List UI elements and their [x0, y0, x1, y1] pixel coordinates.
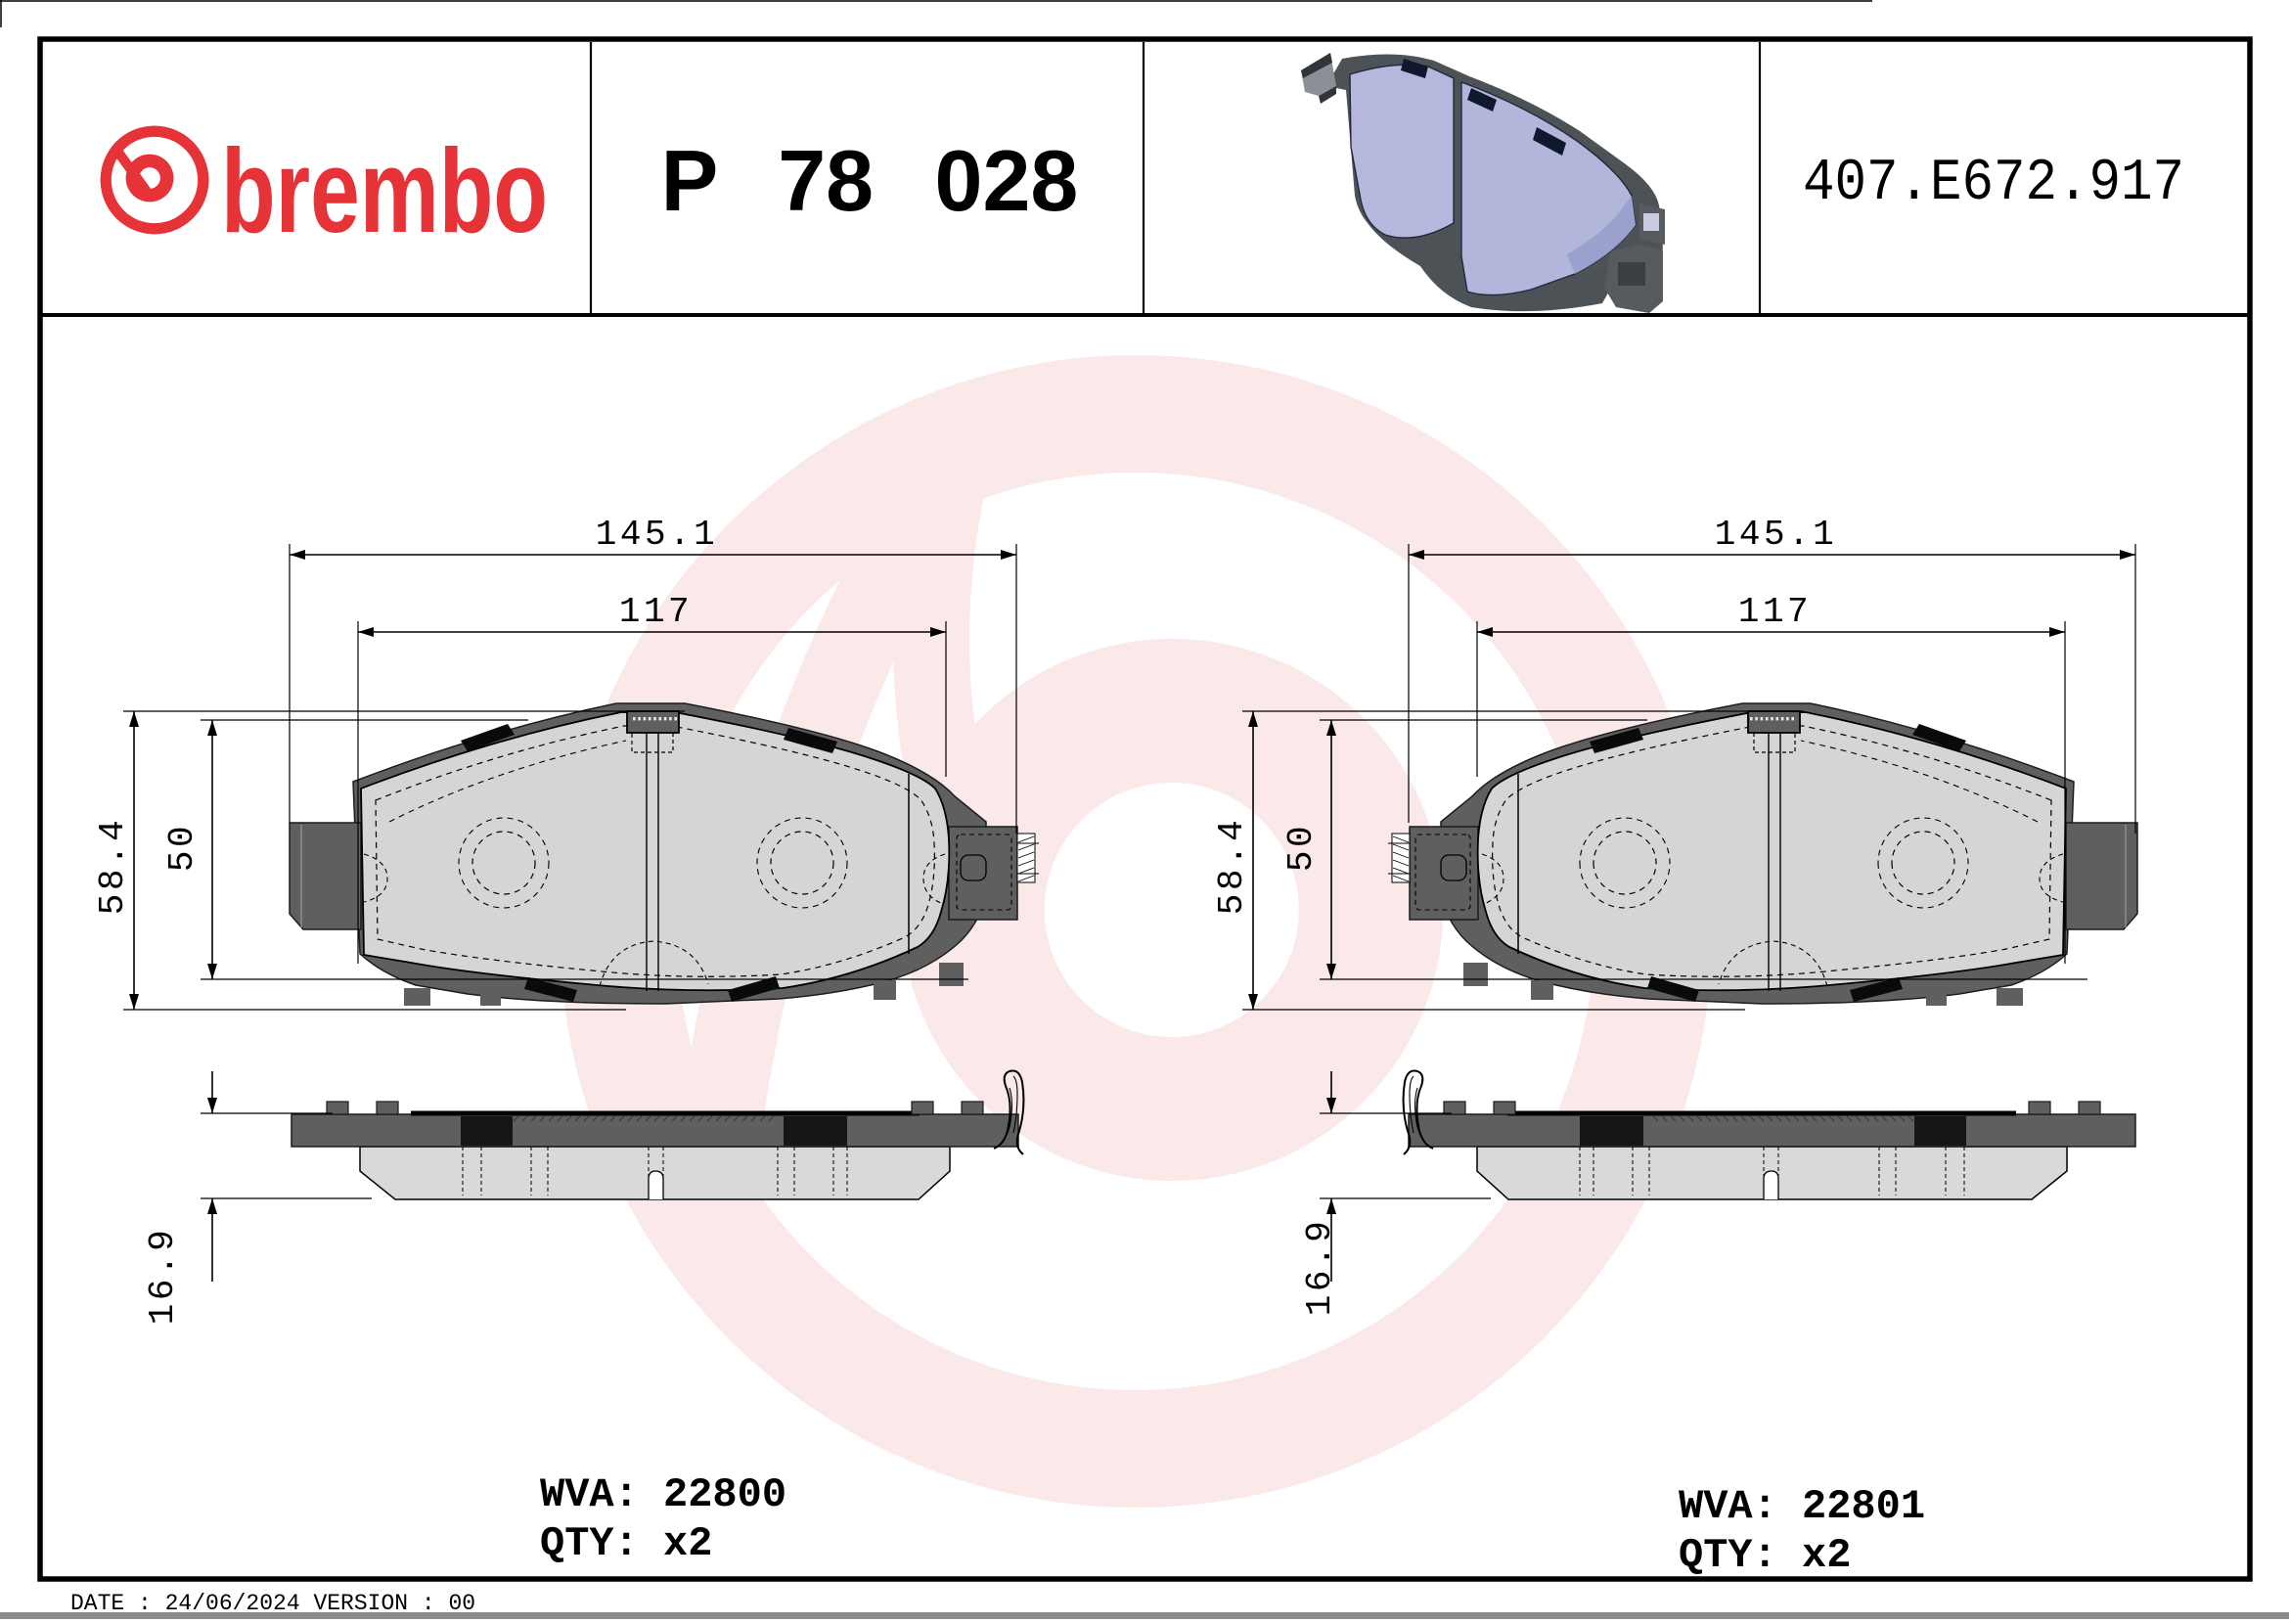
svg-text:50: 50 [162, 823, 202, 872]
svg-text:16.9: 16.9 [1300, 1218, 1340, 1316]
svg-text:58.4: 58.4 [93, 817, 133, 915]
svg-text:WVA: 22801: WVA: 22801 [1679, 1483, 1925, 1530]
svg-text:brembo: brembo [221, 124, 548, 257]
svg-text:QTY: x2: QTY: x2 [540, 1520, 712, 1567]
svg-text:QTY: x2: QTY: x2 [1679, 1532, 1851, 1579]
svg-text:DATE : 24/06/2024 VERSION : 00: DATE : 24/06/2024 VERSION : 00 [70, 1591, 475, 1616]
svg-text:145.1: 145.1 [596, 515, 719, 555]
svg-text:P 78 028: P 78 028 [661, 132, 1079, 229]
svg-text:16.9: 16.9 [143, 1227, 183, 1325]
svg-text:145.1: 145.1 [1715, 515, 1838, 555]
svg-text:117: 117 [619, 592, 693, 632]
svg-text:407.E672.917: 407.E672.917 [1803, 151, 2184, 217]
svg-text:58.4: 58.4 [1212, 817, 1252, 915]
svg-text:WVA: 22800: WVA: 22800 [540, 1471, 786, 1518]
svg-text:50: 50 [1281, 823, 1322, 872]
svg-text:117: 117 [1738, 592, 1812, 632]
